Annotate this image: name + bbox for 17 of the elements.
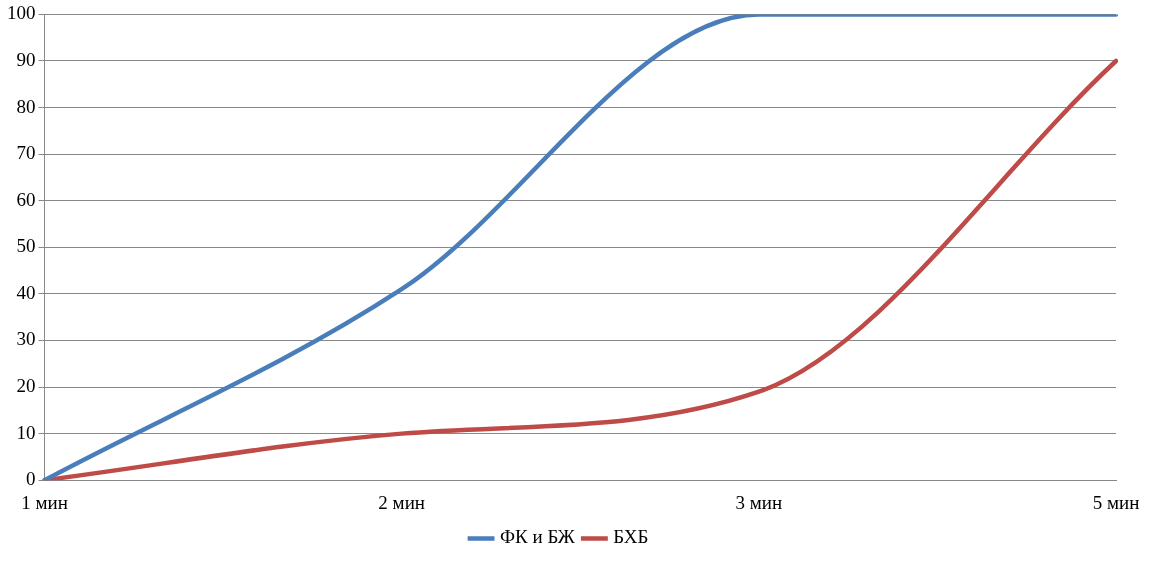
- y-tick-label: 10: [16, 421, 36, 443]
- legend-label: БХБ: [613, 526, 649, 548]
- x-tick-label: 5 мин: [1092, 491, 1140, 513]
- y-tick-label: 50: [16, 235, 36, 257]
- y-tick-label: 20: [16, 375, 36, 397]
- y-tick-label: 60: [16, 188, 36, 210]
- y-tick-label: 0: [26, 468, 36, 490]
- legend-label: ФК и БЖ: [500, 526, 576, 548]
- x-tick-label: 3 мин: [735, 491, 783, 513]
- y-tick-label: 90: [16, 48, 36, 70]
- y-tick-label: 40: [16, 281, 36, 303]
- y-tick-label: 80: [16, 95, 36, 117]
- y-tick-label: 30: [16, 328, 36, 350]
- y-tick-label: 100: [7, 2, 36, 24]
- x-tick-label: 2 мин: [378, 491, 425, 513]
- x-tick-label: 1 мин: [21, 491, 68, 513]
- y-tick-label: 70: [16, 142, 36, 164]
